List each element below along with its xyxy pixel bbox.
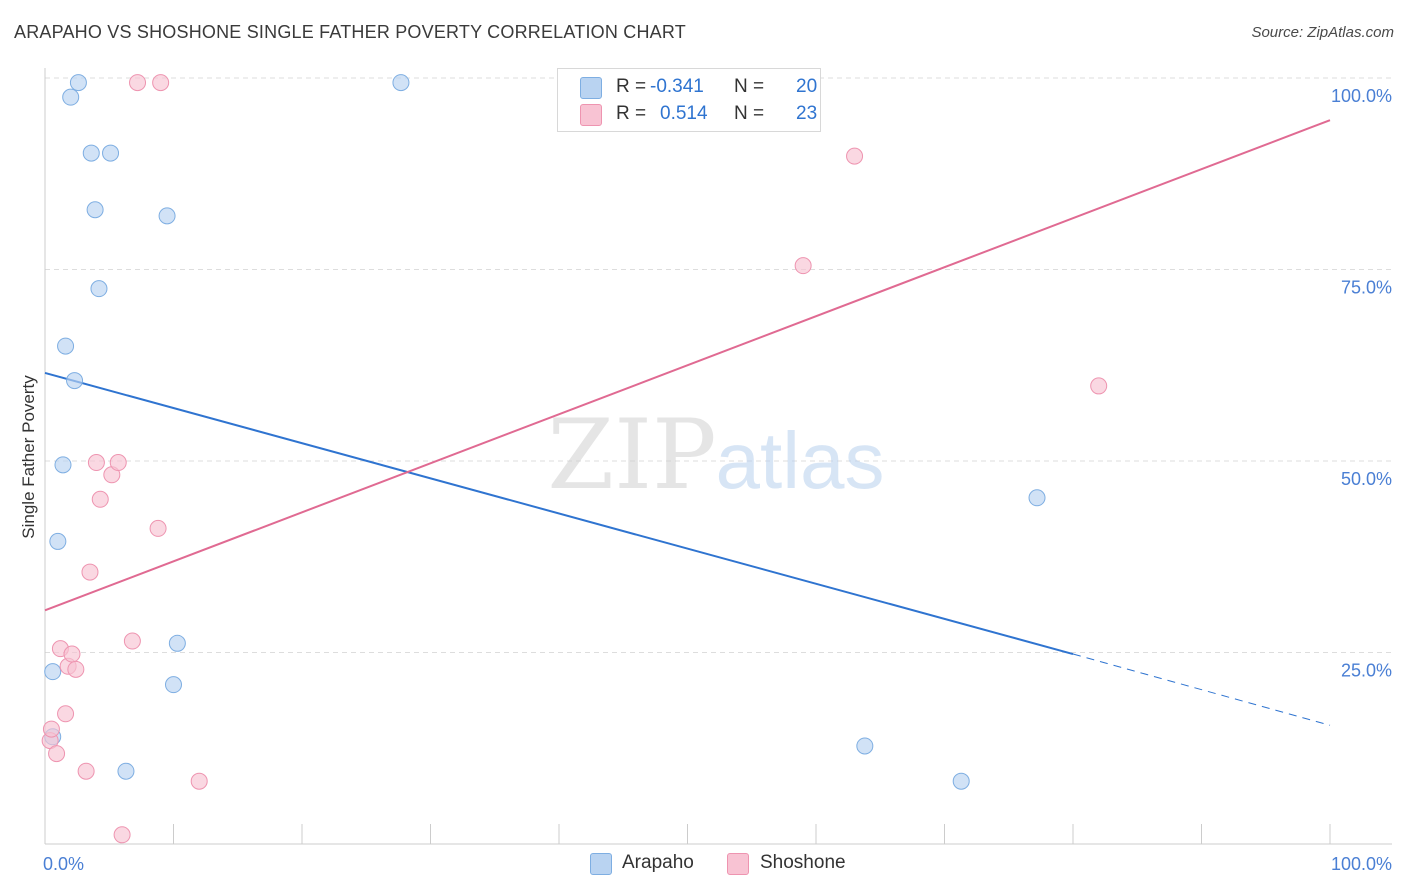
point-shoshone (149, 519, 167, 537)
point-arapaho (49, 532, 67, 550)
bottom-legend-swatch-arapaho (590, 853, 612, 875)
point-shoshone (190, 772, 208, 790)
x-tick-label: 100.0% (1331, 854, 1392, 874)
legend-r-label: R = (616, 103, 647, 124)
point-shoshone (1090, 377, 1108, 395)
points (41, 74, 1108, 844)
grid (45, 77, 1392, 653)
watermark-atlas: atlas (716, 416, 885, 505)
y-tick-label: 25.0% (1341, 661, 1392, 681)
point-shoshone (42, 720, 60, 738)
point-arapaho (1028, 489, 1046, 507)
trend-line-shoshone (44, 119, 1331, 612)
point-arapaho (44, 663, 62, 681)
point-shoshone (77, 762, 95, 780)
watermark: ZIP atlas (547, 399, 884, 511)
point-arapaho (82, 144, 100, 162)
point-arapaho (165, 676, 182, 694)
y-axis-label: Single Father Poverty (19, 375, 38, 539)
bottom-legend-swatch-shoshone (727, 853, 749, 875)
y-tick-label: 50.0% (1341, 469, 1392, 489)
legend-swatch-shoshone (580, 104, 602, 126)
y-tick-label: 100.0% (1331, 86, 1392, 106)
correlation-legend: R = -0.341 N = 20 R = 0.514 N = 23 (557, 68, 821, 132)
point-arapaho (102, 144, 120, 162)
point-arapaho (57, 337, 75, 355)
x-tick-label: 0.0% (43, 854, 84, 874)
point-shoshone (846, 147, 864, 165)
legend-n-value-arapaho: 20 (796, 76, 818, 97)
tick-labels: 25.0% 50.0% 75.0% 100.0% 0.0% 100.0% (43, 86, 1392, 874)
point-arapaho (62, 88, 80, 106)
point-arapaho (168, 634, 186, 652)
point-arapaho (54, 456, 72, 474)
point-shoshone (67, 660, 85, 678)
trend-lines (44, 119, 1331, 726)
trend-line-arapaho-extension (1072, 653, 1331, 726)
point-shoshone (123, 632, 141, 650)
source-label: Source: ZipAtlas.com (1251, 24, 1394, 41)
point-shoshone (87, 454, 105, 472)
point-arapaho (392, 74, 410, 92)
point-shoshone (81, 563, 99, 581)
point-shoshone (63, 645, 81, 663)
point-arapaho (66, 372, 84, 390)
point-arapaho (952, 772, 970, 790)
bottom-legend-label-arapaho: Arapaho (622, 852, 694, 873)
point-shoshone (129, 74, 147, 92)
legend-r-label: R = (616, 76, 647, 97)
point-arapaho (69, 74, 87, 92)
legend-n-label: N = (734, 76, 765, 97)
point-arapaho (856, 737, 874, 755)
legend-n-value-shoshone: 23 (796, 103, 818, 124)
watermark-zip: ZIP (547, 399, 716, 511)
legend-swatch-arapaho (580, 77, 602, 99)
chart-title: ARAPAHO VS SHOSHONE SINGLE FATHER POVERT… (14, 22, 686, 42)
legend-n-label: N = (734, 103, 765, 124)
point-arapaho (86, 201, 104, 219)
point-shoshone (152, 74, 170, 92)
legend-r-value-shoshone: 0.514 (660, 103, 708, 124)
legend-r-value-arapaho: -0.341 (650, 76, 704, 97)
bottom-legend-label-shoshone: Shoshone (760, 852, 846, 873)
point-arapaho (90, 280, 108, 298)
point-shoshone (794, 257, 812, 275)
point-shoshone (91, 490, 109, 508)
point-shoshone (57, 705, 75, 723)
point-arapaho (158, 207, 176, 225)
point-arapaho (117, 762, 135, 780)
point-shoshone (113, 826, 131, 844)
point-shoshone (109, 454, 127, 472)
point-shoshone (48, 745, 66, 763)
trend-line-arapaho (44, 371, 1074, 655)
y-tick-label: 75.0% (1341, 278, 1392, 298)
axes (44, 68, 1392, 845)
